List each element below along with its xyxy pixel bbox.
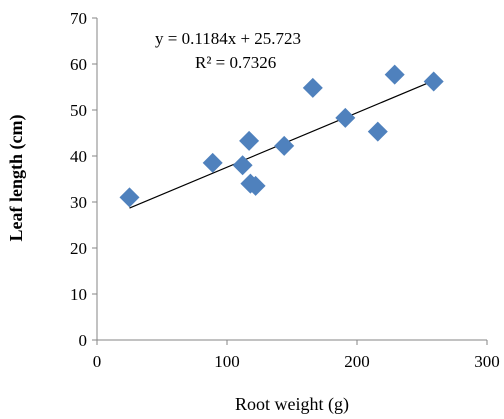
axes-layer: 0 10 20 30 40 50 60 70 0 100 200 300: [70, 9, 500, 371]
data-point: [335, 107, 356, 128]
data-point: [302, 77, 323, 98]
x-axis-title: Root weight (g): [235, 394, 349, 415]
y-axis-title: Leaf length (cm): [6, 115, 27, 242]
y-tick-label: 70: [70, 9, 87, 28]
x-tick-label: 200: [344, 352, 370, 371]
y-tick-label: 50: [70, 101, 87, 120]
data-point: [367, 121, 388, 142]
data-point: [384, 64, 405, 85]
data-point: [274, 135, 295, 156]
x-tick-label: 300: [474, 352, 500, 371]
data-point: [119, 187, 140, 208]
y-tick-label: 60: [70, 55, 87, 74]
x-tick-label: 100: [214, 352, 240, 371]
y-tick-label: 10: [70, 285, 87, 304]
data-point: [423, 71, 444, 92]
data-point: [239, 130, 260, 151]
data-point: [245, 175, 266, 196]
x-tick-label: 0: [93, 352, 102, 371]
data-point: [232, 155, 253, 176]
points-layer: [119, 64, 444, 208]
data-point: [202, 152, 223, 173]
y-tick-label: 0: [79, 331, 88, 350]
y-tick-label: 30: [70, 193, 87, 212]
y-tick-label: 40: [70, 147, 87, 166]
r-squared-label: R² = 0.7326: [195, 53, 276, 72]
y-tick-label: 20: [70, 239, 87, 258]
trendline-equation: y = 0.1184x + 25.723: [155, 29, 301, 48]
